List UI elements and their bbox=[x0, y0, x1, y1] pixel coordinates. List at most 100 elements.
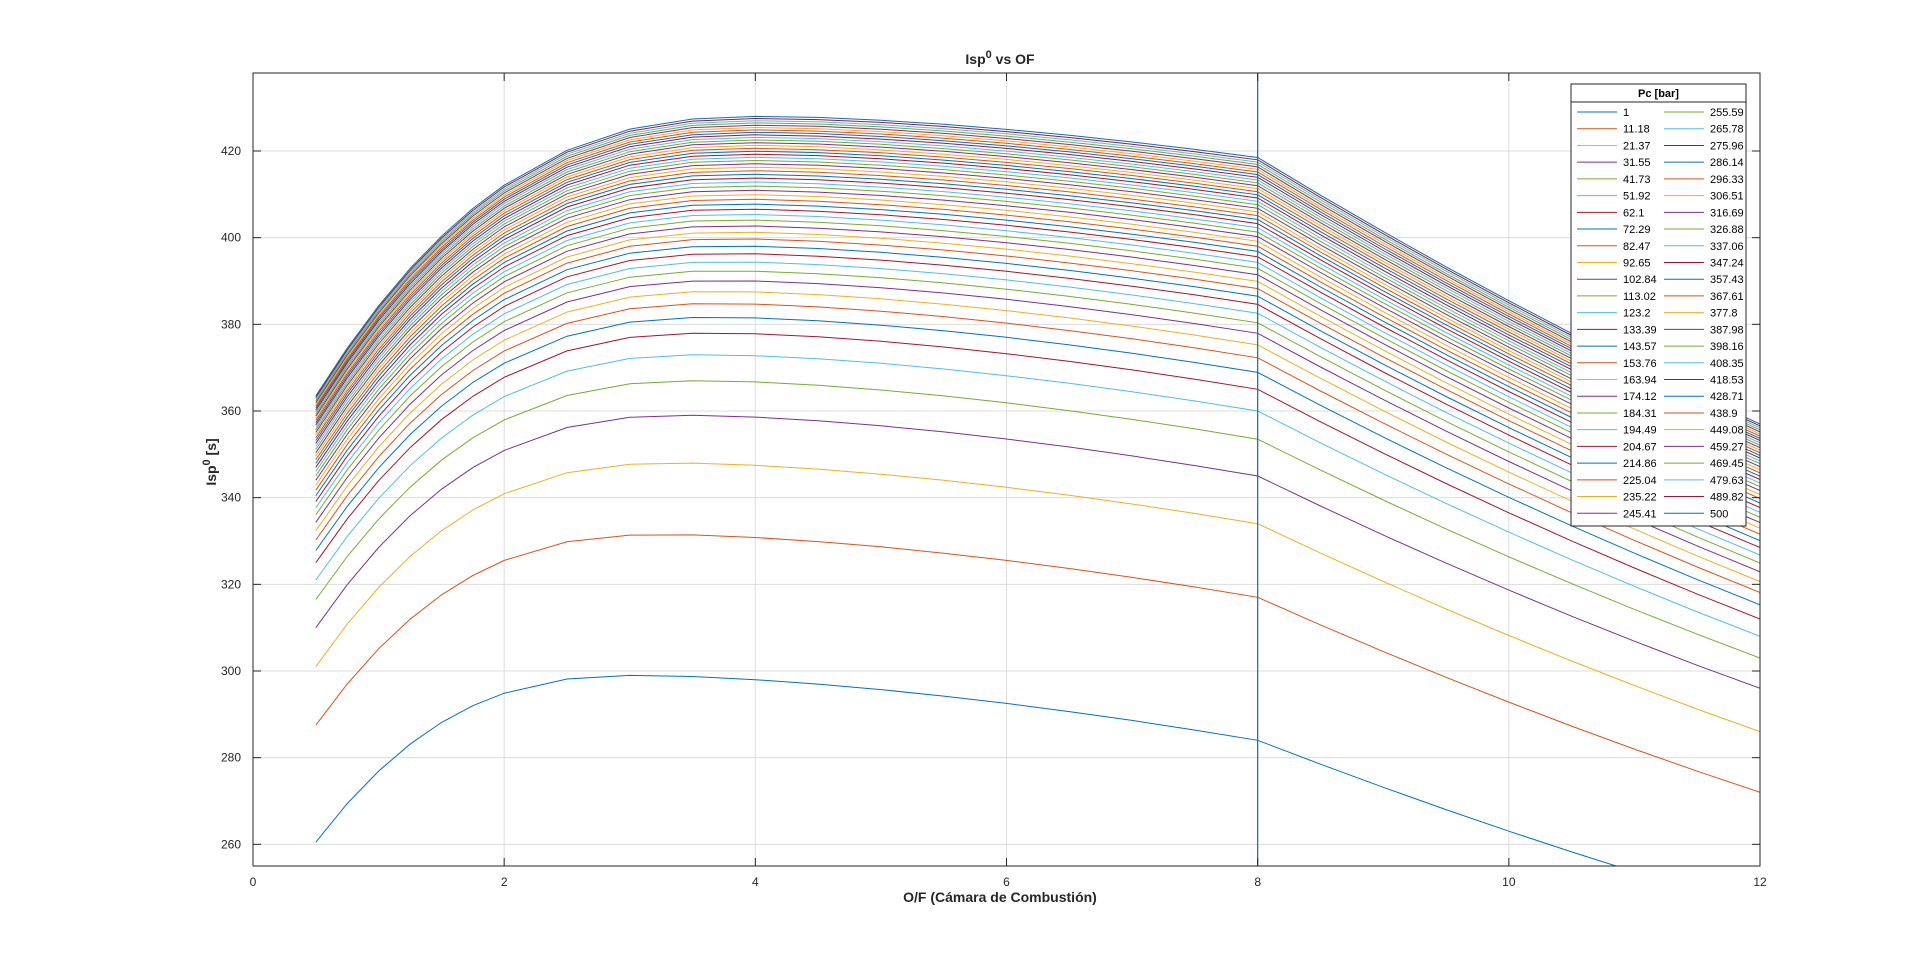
legend-title: Pc [bar] bbox=[1638, 88, 1679, 100]
legend-label: 31.55 bbox=[1623, 157, 1651, 169]
legend-label: 326.88 bbox=[1710, 224, 1744, 236]
series-line bbox=[315, 124, 1760, 433]
legend-label: 21.37 bbox=[1623, 140, 1651, 152]
series-line bbox=[315, 153, 1760, 459]
legend-label: 357.43 bbox=[1710, 274, 1744, 286]
plot-lines bbox=[315, 115, 1760, 866]
series-line bbox=[315, 147, 1760, 454]
legend-label: 469.45 bbox=[1710, 458, 1744, 470]
series-line bbox=[315, 238, 1760, 535]
legend-label: 347.24 bbox=[1710, 257, 1744, 269]
y-tick-label: 420 bbox=[221, 144, 241, 158]
y-axis-label: Isp0 [s] bbox=[201, 438, 219, 485]
legend-label: 306.51 bbox=[1710, 191, 1744, 203]
series-line bbox=[315, 115, 1760, 425]
legend-label: 489.82 bbox=[1710, 492, 1744, 504]
series-line bbox=[315, 129, 1760, 437]
series-line bbox=[315, 173, 1760, 477]
series-line bbox=[315, 261, 1760, 556]
legend-label: 214.86 bbox=[1623, 458, 1657, 470]
legend-items: 1 11.18 21.37 31.55 41.73 51.92 62.1 72.29 82.47… bbox=[1577, 107, 1744, 520]
legend[interactable]: Pc [bar] 1 11.18 21.37 31.55 41.73 51.92 62.1 7… bbox=[1570, 83, 1747, 527]
series-line bbox=[315, 534, 1760, 793]
legend-label: 479.63 bbox=[1710, 475, 1744, 487]
series-line bbox=[315, 189, 1760, 491]
series-line bbox=[315, 208, 1760, 508]
y-tick-label: 300 bbox=[221, 664, 241, 678]
series-line bbox=[315, 280, 1760, 573]
legend-label: 428.71 bbox=[1710, 391, 1744, 403]
x-tick-label: 12 bbox=[1753, 875, 1767, 889]
series-line bbox=[315, 136, 1760, 444]
series-line bbox=[315, 166, 1760, 471]
series-line bbox=[315, 245, 1760, 542]
legend-label: 41.73 bbox=[1623, 174, 1651, 186]
legend-label: 72.29 bbox=[1623, 224, 1651, 236]
y-tick-label: 360 bbox=[221, 404, 241, 418]
chart-title: Isp0 vs OF bbox=[965, 49, 1035, 67]
legend-label: 438.9 bbox=[1710, 408, 1738, 420]
series-line bbox=[315, 213, 1760, 513]
series-line bbox=[315, 120, 1760, 429]
legend-label: 418.53 bbox=[1710, 375, 1744, 387]
legend-label: 174.12 bbox=[1623, 391, 1657, 403]
legend-label: 275.96 bbox=[1710, 140, 1744, 152]
series-line bbox=[315, 354, 1760, 637]
series-line bbox=[315, 131, 1760, 439]
legend-label: 204.67 bbox=[1623, 441, 1657, 453]
legend-label: 316.69 bbox=[1710, 207, 1744, 219]
legend-label: 377.8 bbox=[1710, 308, 1738, 320]
legend-label: 459.27 bbox=[1710, 441, 1744, 453]
grid bbox=[252, 73, 1761, 866]
series-line bbox=[315, 150, 1760, 456]
legend-label: 1 bbox=[1623, 107, 1629, 119]
series-line bbox=[315, 122, 1760, 431]
legend-label: 153.76 bbox=[1623, 358, 1657, 370]
legend-label: 367.61 bbox=[1710, 291, 1744, 303]
legend-label: 194.49 bbox=[1623, 425, 1657, 437]
legend-box bbox=[1570, 83, 1747, 527]
legend-label: 133.39 bbox=[1623, 324, 1657, 336]
legend-label: 113.02 bbox=[1623, 291, 1656, 303]
legend-label: 92.65 bbox=[1623, 257, 1651, 269]
legend-label: 51.92 bbox=[1623, 191, 1651, 203]
series-line bbox=[315, 198, 1760, 500]
legend-label: 225.04 bbox=[1623, 475, 1657, 487]
ticks bbox=[252, 73, 1761, 866]
y-tick-label: 400 bbox=[221, 231, 241, 245]
series-line bbox=[315, 126, 1760, 435]
y-tick-label: 280 bbox=[221, 751, 241, 765]
legend-label: 235.22 bbox=[1623, 492, 1657, 504]
series-line bbox=[315, 253, 1760, 548]
legend-label: 11.18 bbox=[1623, 124, 1650, 136]
series-line bbox=[315, 291, 1760, 583]
series-line bbox=[315, 144, 1760, 451]
series-line bbox=[315, 170, 1760, 474]
series-line bbox=[315, 156, 1760, 462]
series-line bbox=[315, 219, 1760, 518]
legend-label: 184.31 bbox=[1623, 408, 1657, 420]
legend-label: 500 bbox=[1710, 508, 1728, 520]
y-tick-label: 380 bbox=[221, 317, 241, 331]
series-line bbox=[315, 194, 1760, 495]
series-line bbox=[315, 163, 1760, 468]
legend-label: 398.16 bbox=[1710, 341, 1744, 353]
legend-label: 337.06 bbox=[1710, 241, 1744, 253]
series-line bbox=[315, 332, 1760, 620]
legend-label: 62.1 bbox=[1623, 207, 1644, 219]
series-line bbox=[315, 139, 1760, 446]
legend-label: 123.2 bbox=[1623, 308, 1651, 320]
series-line bbox=[315, 159, 1760, 465]
series-line bbox=[315, 231, 1760, 529]
x-axis-label: O/F (Cámara de Combustión) bbox=[903, 889, 1097, 905]
series-line bbox=[315, 203, 1760, 504]
y-tick-label: 320 bbox=[221, 577, 241, 591]
legend-label: 265.78 bbox=[1710, 124, 1744, 136]
series-line bbox=[315, 674, 1618, 866]
legend-label: 408.35 bbox=[1710, 358, 1744, 370]
series-line bbox=[315, 134, 1760, 442]
legend-label: 387.98 bbox=[1710, 324, 1744, 336]
series-line bbox=[315, 462, 1760, 733]
x-tick-label: 10 bbox=[1502, 875, 1516, 889]
